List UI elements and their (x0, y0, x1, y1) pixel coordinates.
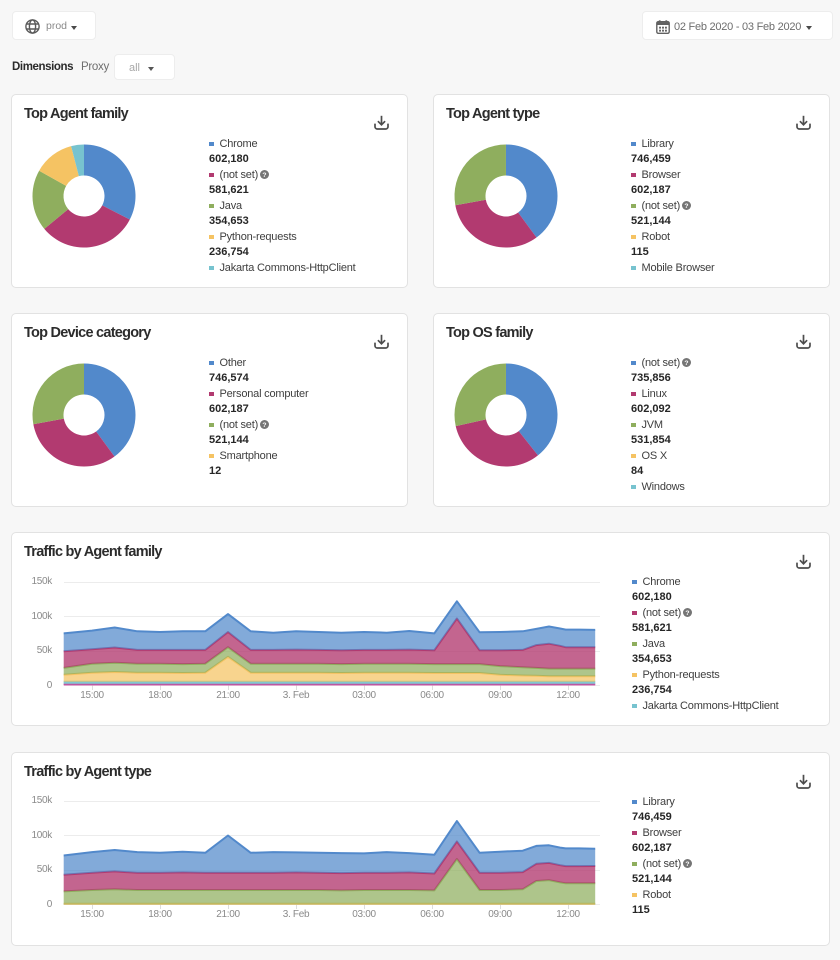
svg-text:?: ? (685, 861, 689, 868)
